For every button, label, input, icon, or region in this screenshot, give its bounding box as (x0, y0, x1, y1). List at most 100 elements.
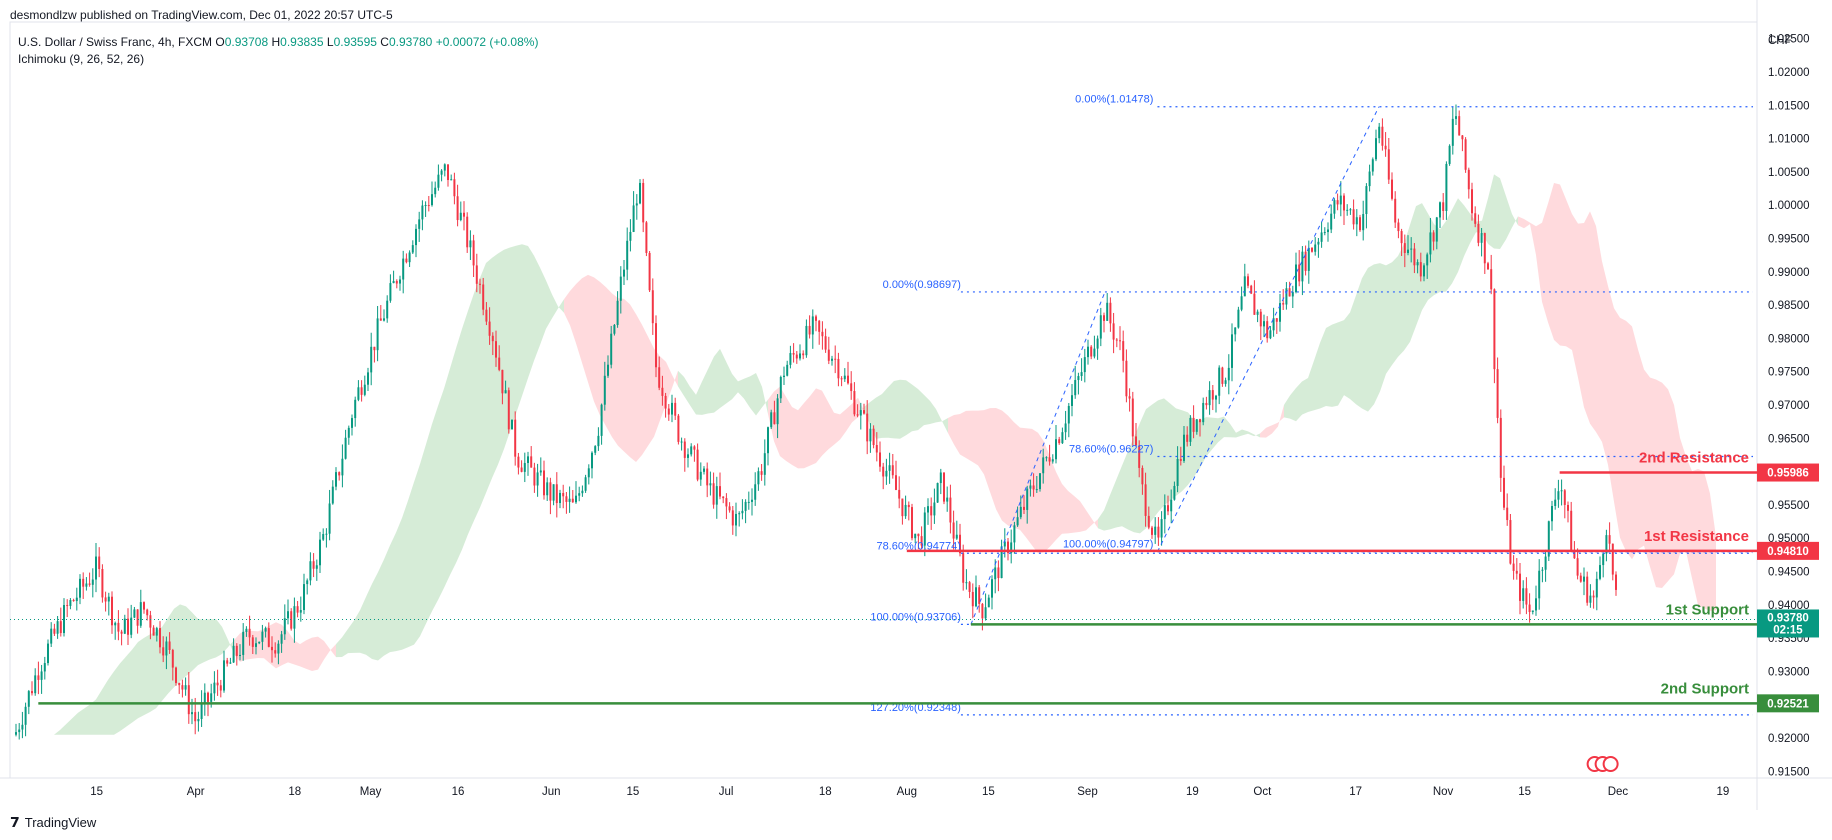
ichimoku-cloud-bearish (564, 291, 570, 326)
candle (139, 602, 142, 626)
candle (43, 663, 46, 672)
candle (895, 475, 897, 490)
candle (1432, 232, 1435, 242)
indicator-name[interactable]: Ichimoku (9, 26, 52, 26) (18, 52, 145, 66)
candle (466, 216, 469, 248)
candle (946, 497, 949, 502)
candle (677, 415, 680, 442)
candle (690, 446, 693, 455)
ichimoku-cloud-bullish (474, 277, 480, 521)
candle (1314, 244, 1317, 252)
candle (101, 569, 104, 598)
candle (843, 375, 846, 380)
candle (261, 631, 264, 642)
ichimoku-cloud-bullish (744, 376, 750, 408)
candle (341, 458, 344, 476)
ichimoku-cloud-bullish (1338, 320, 1344, 406)
candle (1243, 276, 1246, 297)
candle (386, 300, 389, 319)
candle (1256, 311, 1259, 315)
event-flag-icon[interactable] (1602, 756, 1619, 772)
ichimoku-cloud-bullish (366, 583, 372, 660)
candle (904, 504, 907, 517)
ichimoku-cloud-bearish (954, 413, 960, 455)
candle (133, 609, 136, 618)
candle (959, 534, 961, 554)
ichimoku-cloud-bullish (120, 656, 126, 732)
candle (1087, 346, 1089, 358)
candle (1083, 357, 1086, 373)
candle (491, 335, 494, 342)
ichimoku-cloud-bullish (354, 610, 360, 653)
ichimoku-cloud-bullish (1218, 416, 1224, 443)
candle (293, 606, 296, 629)
candle (1576, 558, 1579, 576)
candle (376, 318, 379, 351)
candle (827, 349, 830, 361)
candle (1323, 232, 1326, 234)
ichimoku-cloud-bullish (1194, 419, 1200, 477)
candle (1007, 541, 1009, 553)
candle (824, 336, 827, 350)
ichimoku-cloud-bullish (1098, 510, 1104, 531)
symbol-legend: U.S. Dollar / Swiss Franc, 4h, FXCM O0.9… (18, 34, 538, 68)
symbol-name[interactable]: U.S. Dollar / Swiss Franc, 4h, FXCM (18, 35, 213, 49)
candle (1330, 213, 1333, 230)
candle (363, 384, 366, 395)
ichimoku-cloud-bearish (306, 637, 312, 671)
ichimoku-cloud-bullish (114, 663, 120, 735)
candle (373, 346, 376, 351)
candle (197, 718, 200, 722)
ichimoku-cloud-bullish (1446, 209, 1452, 292)
candle (648, 252, 651, 291)
support-label: 2nd Support (1661, 680, 1749, 697)
candle (1141, 467, 1144, 485)
candle (898, 489, 901, 499)
candle (319, 539, 321, 566)
ichimoku-cloud-bearish (834, 412, 840, 445)
ichimoku-cloud-bullish (1404, 224, 1410, 351)
candle (923, 512, 926, 546)
candle (936, 483, 939, 503)
candle (1301, 251, 1304, 282)
ichimoku-cloud-bearish (1698, 468, 1704, 609)
ichimoku-cloud-bullish (486, 257, 492, 493)
candle (1173, 485, 1176, 500)
ichimoku-cloud-bullish (1206, 417, 1212, 457)
candle (1071, 395, 1073, 406)
ichimoku-cloud-bullish (918, 388, 924, 431)
ichimoku-cloud-bullish (480, 263, 486, 508)
ichimoku-cloud-bearish (798, 403, 804, 469)
candle (751, 499, 753, 502)
ichimoku-cloud-bullish (420, 444, 426, 637)
candle (267, 628, 270, 647)
candle (594, 446, 597, 453)
candle (747, 501, 750, 503)
ichimoku-cloud-bullish (1170, 403, 1176, 501)
candle (1189, 417, 1192, 442)
candle (1333, 200, 1336, 214)
ichimoku-cloud-bullish (1158, 398, 1164, 513)
ichimoku-cloud-bearish (294, 640, 300, 667)
candle (24, 706, 27, 725)
y-tick-label: 0.91500 (1768, 766, 1810, 778)
candle (728, 506, 731, 511)
ichimoku-cloud-bearish (1068, 490, 1074, 534)
x-tick-label: 15 (1518, 786, 1531, 798)
candle (47, 643, 49, 664)
ichimoku-cloud-bullish (1512, 214, 1518, 228)
ichimoku-cloud-bearish (1710, 493, 1716, 612)
candle (1074, 380, 1077, 396)
ichimoku-cloud-bullish (936, 409, 942, 423)
ichimoku-cloud-bullish (1392, 255, 1398, 365)
ichimoku-cloud-bearish (672, 370, 678, 388)
ichimoku-cloud-bullish (438, 388, 444, 600)
candle (344, 437, 347, 459)
candle (184, 685, 187, 690)
candle (1378, 126, 1381, 139)
candle (434, 187, 437, 195)
ichimoku-cloud-bullish (702, 369, 708, 415)
y-tick-label: 0.96500 (1768, 433, 1810, 445)
candle (527, 456, 529, 463)
